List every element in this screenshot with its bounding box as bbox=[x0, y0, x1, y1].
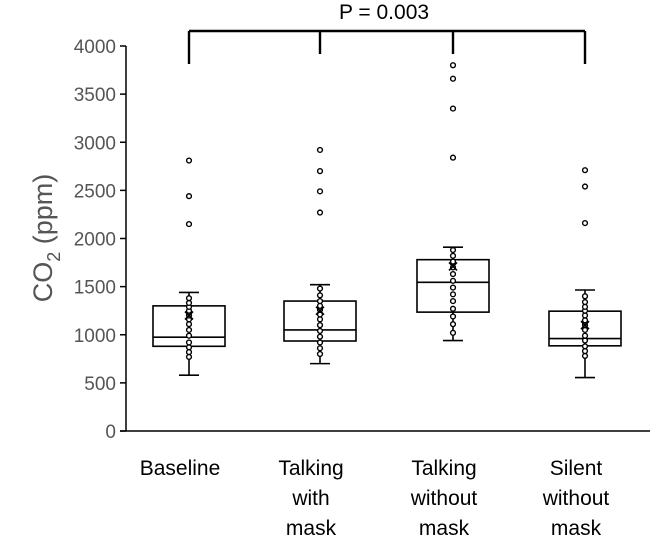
box-group bbox=[416, 62, 490, 342]
category-label-line: Silent bbox=[550, 457, 603, 480]
data-point bbox=[449, 291, 457, 298]
y-tick-label: 3000 bbox=[74, 133, 116, 154]
significance-bracket: P = 0.003 bbox=[187, 1, 587, 64]
data-point bbox=[449, 246, 457, 254]
outlier-point bbox=[449, 75, 457, 82]
y-tick-label: 1500 bbox=[74, 278, 116, 299]
data-point bbox=[449, 329, 457, 336]
outlier-point bbox=[316, 188, 324, 195]
y-tick-label: 2000 bbox=[74, 230, 116, 251]
y-axis-title: CO2 (ppm) bbox=[28, 174, 64, 303]
data-point bbox=[581, 326, 589, 334]
category-label-line: Baseline bbox=[140, 457, 221, 480]
data-point bbox=[316, 285, 324, 292]
mean-marker bbox=[315, 306, 325, 316]
data-point bbox=[449, 284, 457, 291]
data-point bbox=[185, 295, 193, 302]
data-point bbox=[581, 352, 589, 360]
outlier-point bbox=[581, 183, 589, 190]
mean-marker bbox=[580, 320, 590, 330]
y-tick-label: 500 bbox=[84, 374, 116, 395]
category-label-line: Talking bbox=[278, 457, 343, 480]
category-label-line: without bbox=[410, 487, 478, 510]
data-point bbox=[581, 298, 589, 306]
box-series bbox=[152, 62, 622, 379]
data-point bbox=[185, 344, 193, 351]
outlier-point bbox=[185, 193, 193, 200]
category-label-line: mask bbox=[286, 517, 337, 540]
data-point bbox=[581, 312, 589, 319]
outlier-point bbox=[449, 105, 457, 112]
category-label: Talking with mask bbox=[278, 457, 343, 540]
data-point bbox=[449, 297, 457, 305]
category-label: Baseline bbox=[140, 457, 221, 480]
data-point bbox=[449, 277, 457, 284]
data-point bbox=[449, 258, 457, 265]
data-point bbox=[316, 297, 324, 305]
y-tick-label: 0 bbox=[105, 422, 116, 443]
data-point bbox=[316, 302, 324, 309]
outlier-point bbox=[316, 146, 324, 154]
data-point bbox=[316, 327, 324, 335]
data-point bbox=[449, 305, 457, 312]
data-point bbox=[185, 321, 193, 328]
data-point bbox=[449, 313, 457, 320]
data-point bbox=[581, 348, 589, 355]
outlier-point bbox=[185, 157, 193, 164]
data-point bbox=[581, 303, 589, 310]
data-point bbox=[581, 337, 589, 344]
data-point bbox=[316, 350, 324, 358]
box-group bbox=[152, 157, 226, 376]
y-axis: 0 500 1000 1500 2000 2500 3000 3500 4000 bbox=[74, 37, 127, 443]
outlier-point bbox=[449, 154, 457, 161]
category-label: Talking without mask bbox=[410, 457, 478, 540]
data-point bbox=[185, 299, 193, 307]
data-point bbox=[449, 252, 457, 259]
category-label-line: mask bbox=[551, 517, 602, 540]
data-point bbox=[449, 271, 457, 278]
category-label-line: with bbox=[291, 487, 329, 510]
y-tick-label: 2500 bbox=[74, 181, 116, 202]
category-label: Silent without mask bbox=[542, 457, 610, 540]
y-axis-title-subscript: 2 bbox=[44, 252, 64, 262]
data-point bbox=[185, 332, 193, 339]
outlier-point bbox=[316, 168, 324, 175]
outlier-point bbox=[581, 167, 589, 174]
y-tick-label: 1000 bbox=[74, 326, 116, 347]
data-point bbox=[316, 333, 324, 340]
data-point bbox=[185, 339, 193, 346]
category-label-line: mask bbox=[419, 517, 470, 540]
data-point bbox=[316, 292, 324, 299]
mean-marker bbox=[184, 310, 194, 321]
data-point bbox=[581, 293, 589, 300]
significance-label: P = 0.003 bbox=[339, 1, 429, 24]
outlier-point bbox=[581, 220, 589, 227]
outlier-point bbox=[449, 62, 457, 69]
y-axis-title-main: CO bbox=[28, 262, 58, 303]
data-point bbox=[316, 322, 324, 329]
data-point bbox=[449, 321, 457, 328]
data-point bbox=[316, 316, 324, 323]
y-tick-label: 3500 bbox=[74, 85, 116, 106]
outlier-point bbox=[316, 209, 324, 216]
y-tick-label: 4000 bbox=[74, 37, 116, 58]
data-point bbox=[581, 343, 589, 350]
data-point bbox=[581, 332, 589, 339]
mean-marker bbox=[448, 261, 458, 271]
data-point bbox=[581, 317, 589, 324]
data-point bbox=[185, 348, 193, 356]
data-point bbox=[316, 339, 324, 346]
category-label-line: Talking bbox=[411, 457, 476, 480]
box-group bbox=[548, 167, 622, 379]
y-axis-title-unit: (ppm) bbox=[28, 174, 58, 252]
data-point bbox=[316, 345, 324, 352]
outlier-point bbox=[185, 220, 193, 228]
data-point bbox=[185, 326, 193, 334]
data-point bbox=[185, 353, 193, 360]
category-labels: Baseline Talking with mask Talking without mas… bbox=[140, 457, 610, 540]
category-label-line: without bbox=[542, 487, 610, 510]
box-group bbox=[283, 146, 357, 365]
